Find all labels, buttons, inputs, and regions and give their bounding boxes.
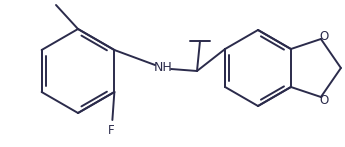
Text: O: O: [319, 93, 328, 106]
Text: O: O: [319, 30, 328, 42]
Text: NH: NH: [154, 61, 172, 74]
Text: F: F: [108, 124, 115, 137]
